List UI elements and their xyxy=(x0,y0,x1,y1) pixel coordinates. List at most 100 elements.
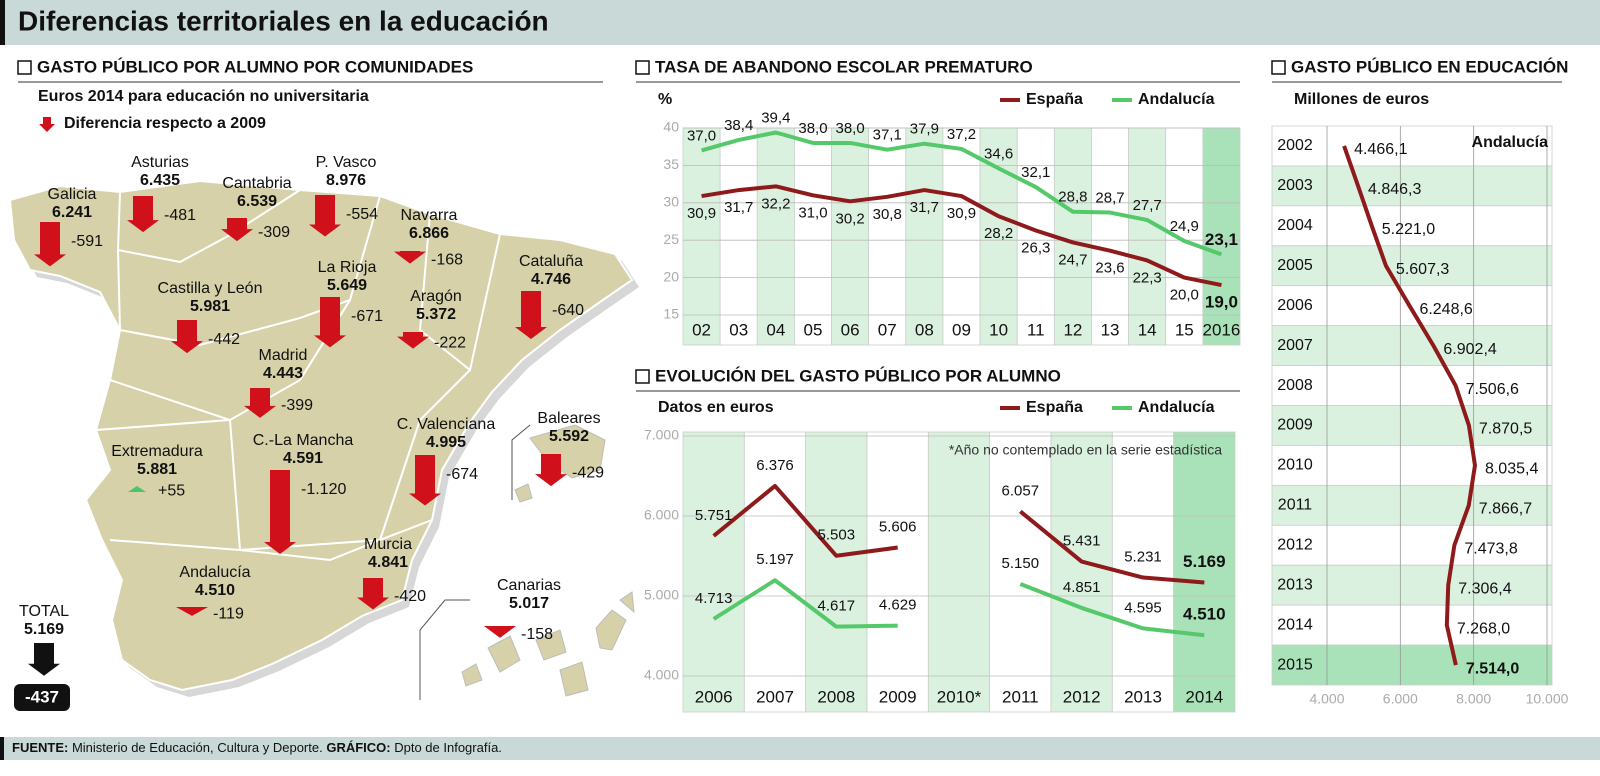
region-name: Baleares xyxy=(537,410,600,427)
diff-arrow xyxy=(397,332,429,349)
region-name: Extremadura xyxy=(111,443,203,460)
x-tick-label: 2013 xyxy=(1124,687,1162,706)
data-label: 7.506,6 xyxy=(1466,381,1519,398)
region-value: 4.443 xyxy=(263,365,303,382)
x-tick-label: 04 xyxy=(766,320,785,339)
data-label: 32,2 xyxy=(761,195,790,212)
section-title: GASTO PÚBLICO POR ALUMNO POR COMUNIDADES xyxy=(37,57,473,76)
diff-label: -481 xyxy=(164,207,196,224)
region-name: P. Vasco xyxy=(316,154,377,171)
data-label: 5.197 xyxy=(756,551,794,568)
diff-label: -168 xyxy=(431,252,463,269)
region-name: Madrid xyxy=(259,347,308,364)
x-tick-label: 2007 xyxy=(756,687,794,706)
row-band xyxy=(1271,165,1553,207)
diff-arrow xyxy=(244,388,276,418)
column-band xyxy=(682,431,745,713)
region-value: 8.976 xyxy=(326,172,366,189)
region-name: Canarias xyxy=(497,577,561,594)
y-tick-label: 2015 xyxy=(1277,656,1313,673)
x-tick-label: 2009 xyxy=(879,687,917,706)
x-tick-label: 2012 xyxy=(1063,687,1101,706)
data-label: 30,9 xyxy=(687,205,716,222)
region-value: 5.372 xyxy=(416,306,456,323)
column-band xyxy=(756,127,795,346)
row-band xyxy=(1271,405,1553,446)
y-tick-label: 2012 xyxy=(1277,536,1313,553)
row-band xyxy=(1271,125,1553,167)
x-tick-label: 11 xyxy=(1027,320,1045,339)
y-tick-label: 2008 xyxy=(1277,377,1313,394)
header-accent xyxy=(0,0,5,45)
column-band xyxy=(1202,127,1241,346)
y-tick-label: 2011 xyxy=(1278,497,1313,514)
diff-label: -674 xyxy=(446,466,478,483)
x-tick-label: 10.000 xyxy=(1526,691,1569,707)
data-label: 5.606 xyxy=(879,518,917,535)
diff-arrow xyxy=(34,222,66,267)
legend-label: Andalucía xyxy=(1138,399,1215,416)
region-value: 5.649 xyxy=(327,277,367,294)
x-tick-label: 2010* xyxy=(937,687,982,706)
diff-label: -309 xyxy=(258,224,290,241)
region-value: 6.241 xyxy=(52,204,92,221)
data-label: 19,0 xyxy=(1205,293,1238,312)
region-name: Castilla y León xyxy=(158,280,263,297)
region-name: C. Valenciana xyxy=(397,416,496,433)
footer-band xyxy=(0,737,1600,760)
data-label: 4.510 xyxy=(1183,605,1226,624)
data-label: 5.751 xyxy=(695,507,733,524)
diff-arrow xyxy=(515,291,547,339)
data-label: 20,0 xyxy=(1170,287,1199,304)
y-tick-label: 20 xyxy=(663,268,679,284)
y-tick-label: 2010 xyxy=(1277,457,1313,474)
region-value: 4.591 xyxy=(283,450,323,467)
x-tick-label: 2006 xyxy=(695,687,733,706)
data-label: 4.846,3 xyxy=(1368,181,1421,198)
diff-arrow xyxy=(176,607,208,616)
data-label: 26,3 xyxy=(1021,239,1050,256)
legend-arrow xyxy=(39,117,55,132)
diff-arrow xyxy=(409,455,441,506)
region-value: 6.539 xyxy=(237,193,277,210)
region-value: 5.981 xyxy=(190,298,230,315)
data-label: 27,7 xyxy=(1133,197,1162,214)
data-label: 38,0 xyxy=(835,120,864,137)
data-label: 28,2 xyxy=(984,225,1013,242)
diff-label: -429 xyxy=(572,464,604,481)
diff-arrow xyxy=(309,195,341,237)
line-series xyxy=(1342,145,1477,666)
x-tick-label: 06 xyxy=(841,320,860,339)
diff-label: -671 xyxy=(351,308,383,325)
legend-label: España xyxy=(1026,399,1083,416)
diff-arrow xyxy=(314,297,346,348)
x-tick-label: 2011 xyxy=(1002,687,1039,706)
diff-label: -640 xyxy=(552,302,584,319)
data-label: 28,8 xyxy=(1058,189,1087,206)
data-label: 38,0 xyxy=(798,120,827,137)
section-box xyxy=(17,60,32,75)
y-tick-label: 6.000 xyxy=(644,507,679,523)
y-tick-label: 2004 xyxy=(1277,217,1313,234)
diff-label: +55 xyxy=(158,482,185,499)
note: *Año no contemplado en la serie estadíst… xyxy=(949,442,1222,458)
column-band xyxy=(868,127,907,346)
data-label: 7.514,0 xyxy=(1466,660,1519,677)
data-label: 24,9 xyxy=(1170,218,1199,235)
row-band xyxy=(1271,604,1553,646)
data-label: 4.617 xyxy=(818,598,856,615)
total-label: TOTAL xyxy=(19,603,69,620)
y-tick-label: 5.000 xyxy=(644,587,679,603)
total-diff: -437 xyxy=(25,687,59,706)
column-band xyxy=(989,431,1052,713)
x-tick-label: 2014 xyxy=(1185,687,1223,706)
graphic-label: GRÁFICO: xyxy=(326,740,390,755)
data-label: 6.248,6 xyxy=(1419,301,1472,318)
diff-label: -442 xyxy=(208,331,240,348)
data-label: 22,3 xyxy=(1133,269,1162,286)
region-value: 4.510 xyxy=(195,582,235,599)
diff-arrow xyxy=(221,218,253,242)
x-tick-label: 2016 xyxy=(1203,320,1241,339)
data-label: 31,7 xyxy=(724,199,753,216)
